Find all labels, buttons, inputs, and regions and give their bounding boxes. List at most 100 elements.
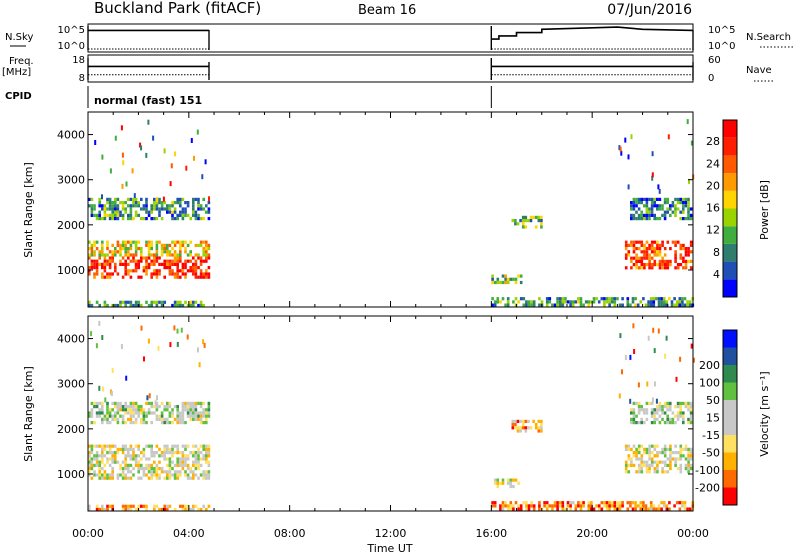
power-echo-cell — [111, 207, 114, 211]
vel-echo-cell — [93, 463, 96, 467]
vel-echo-cell — [656, 451, 659, 455]
power-echo-cell — [605, 297, 609, 301]
vel-echo-cell — [527, 419, 530, 423]
vel-echo-cell — [194, 463, 198, 467]
vel-echo-cell — [687, 408, 690, 412]
vel-echo-cell — [658, 451, 662, 455]
power-echo-cell — [689, 207, 693, 211]
vel-echo-cell — [199, 421, 203, 425]
vel-echo-cell — [656, 444, 659, 448]
power-echo-cell — [176, 272, 179, 276]
vel-echo-cell — [643, 460, 646, 464]
vel-echo-cell — [624, 463, 628, 467]
vel-echo-cell — [160, 421, 164, 425]
vel-echo-cell — [629, 504, 632, 508]
vel-echo-cell — [127, 408, 130, 412]
vel-echo-cell — [103, 414, 107, 418]
power-echo-cell — [653, 253, 657, 257]
vel-echo-cell — [132, 408, 135, 412]
power-echo-cell — [98, 213, 101, 217]
vel-echo-cell — [155, 417, 159, 421]
vel-echo-cell — [511, 423, 515, 427]
power-echo-cell — [532, 215, 535, 219]
vel-echo-cell — [153, 451, 156, 455]
power-echo-cell — [114, 210, 117, 214]
vel-echo-cell — [140, 405, 143, 409]
vel-echo-cell — [127, 463, 130, 467]
power-echo-cell — [186, 269, 190, 273]
vel-noise-cell — [102, 386, 105, 392]
vel-cbar-swatch — [723, 435, 737, 453]
vel-echo-cell — [129, 417, 133, 421]
power-echo-cell — [640, 263, 644, 267]
vel-echo-cell — [553, 504, 557, 508]
vel-echo-cell — [129, 470, 133, 474]
power-echo-cell — [184, 210, 187, 214]
power-echo-cell — [643, 217, 646, 221]
power-echo-cell — [687, 253, 690, 257]
power-echo-cell — [632, 204, 636, 208]
vel-echo-cell — [537, 429, 541, 433]
vel-echo-cell — [116, 460, 120, 464]
vel-echo-cell — [160, 417, 164, 421]
vel-echo-cell — [142, 451, 146, 455]
vel-echo-cell — [689, 463, 693, 467]
vel-echo-cell — [676, 417, 680, 421]
vel-echo-cell — [205, 473, 208, 477]
vel-echo-cell — [629, 501, 632, 505]
vel-noise-cell — [637, 382, 640, 388]
power-echo-cell — [121, 247, 125, 251]
power-echo-cell — [95, 247, 99, 251]
power-echo-cell — [645, 213, 649, 217]
vel-echo-cell — [132, 454, 135, 458]
power-echo-cell — [207, 256, 211, 260]
power-echo-cell — [205, 275, 208, 279]
vel-echo-cell — [516, 429, 520, 433]
vel-echo-cell — [142, 414, 146, 418]
vel-echo-cell — [186, 454, 190, 458]
vel-echo-cell — [132, 401, 135, 405]
vel-echo-cell — [530, 504, 533, 508]
power-echo-cell — [519, 274, 523, 278]
power-echo-cell — [656, 204, 659, 208]
vel-echo-cell — [671, 421, 675, 425]
vel-noise-cell — [690, 343, 693, 349]
power-echo-cell — [147, 303, 151, 308]
power-echo-cell — [682, 243, 685, 247]
power-echo-cell — [649, 303, 653, 307]
vel-echo-cell — [88, 467, 91, 471]
power-echo-cell — [114, 266, 117, 270]
vel-echo-cell — [642, 507, 645, 511]
vel-echo-cell — [192, 470, 195, 474]
vel-echo-cell — [605, 504, 609, 508]
power-echo-cell — [656, 247, 659, 251]
power-echo-cell — [493, 300, 497, 304]
vel-echo-cell — [496, 478, 500, 482]
vel-echo-cell — [676, 451, 680, 455]
power-echo-cell — [158, 201, 161, 205]
vel-echo-cell — [634, 504, 637, 508]
vel-echo-cell — [645, 447, 649, 451]
power-echo-cell — [127, 213, 130, 217]
vel-echo-cell — [671, 451, 675, 455]
vel-echo-cell — [205, 454, 208, 458]
vel-echo-cell — [679, 463, 683, 467]
vel-noise-cell — [140, 325, 143, 331]
power-echo-cell — [645, 263, 649, 267]
power-echo-cell — [527, 300, 531, 304]
vel-echo-cell — [499, 481, 502, 485]
power-echo-cell — [194, 259, 198, 263]
power-echo-cell — [491, 277, 494, 281]
vel-echo-cell — [687, 454, 690, 458]
vel-echo-cell — [650, 401, 654, 405]
power-echo-cell — [669, 213, 672, 217]
vel-echo-cell — [124, 473, 127, 477]
vel-echo-cell — [519, 419, 522, 423]
power-echo-cell — [506, 303, 510, 307]
vel-echo-cell — [669, 417, 672, 421]
power-echo-cell — [669, 204, 672, 208]
vel-echo-cell — [627, 454, 631, 458]
power-echo-cell — [645, 217, 649, 221]
power-echo-cell — [674, 253, 677, 257]
vel-echo-cell — [181, 507, 185, 512]
